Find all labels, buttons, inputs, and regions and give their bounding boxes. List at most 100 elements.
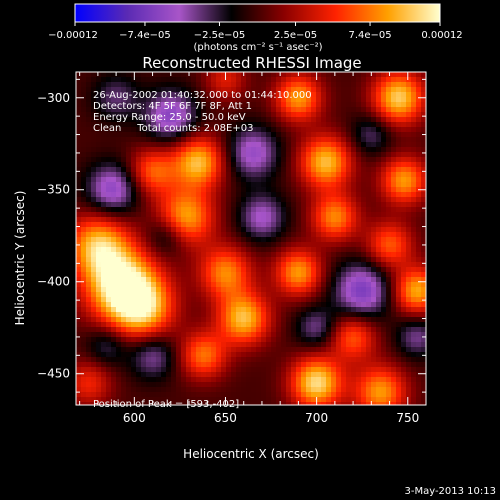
heatmap-cell — [116, 387, 122, 393]
heatmap-cell — [201, 372, 207, 378]
heatmap-cell — [301, 372, 307, 378]
heatmap-cell — [86, 237, 92, 243]
heatmap-cell — [286, 192, 292, 198]
heatmap-cell — [136, 232, 142, 238]
heatmap-cell — [156, 317, 162, 323]
heatmap-cell — [236, 197, 242, 203]
heatmap-cell — [181, 207, 187, 213]
heatmap-cell — [86, 147, 92, 153]
plot-area: 600 650 700 750−300−350−400−450 — [37, 71, 427, 425]
timestamp-footer: 3-May-2013 10:13 — [404, 486, 496, 497]
heatmap-cell — [116, 342, 122, 348]
heatmap-cell — [386, 317, 392, 323]
heatmap-cell — [391, 137, 397, 143]
heatmap-cell — [316, 127, 322, 133]
heatmap-cell — [151, 227, 157, 233]
heatmap-cell — [321, 277, 327, 283]
heatmap-cell — [86, 387, 92, 393]
heatmap-cell — [86, 152, 92, 158]
heatmap-cell — [266, 147, 272, 153]
heatmap-cell — [146, 217, 152, 223]
heatmap-cell — [401, 112, 407, 118]
heatmap-cell — [266, 317, 272, 323]
heatmap-cell — [291, 337, 297, 343]
heatmap-cell — [186, 137, 192, 143]
heatmap-cell — [336, 177, 342, 183]
heatmap-cell — [376, 252, 382, 258]
heatmap-cell — [96, 167, 102, 173]
heatmap-cell — [306, 217, 312, 223]
heatmap-cell — [366, 362, 372, 368]
heatmap-cell — [141, 337, 147, 343]
heatmap-cell — [246, 277, 252, 283]
heatmap-cell — [211, 107, 217, 113]
heatmap-cell — [401, 267, 407, 273]
heatmap-cell — [151, 72, 157, 78]
heatmap-cell — [241, 177, 247, 183]
heatmap-cell — [176, 102, 182, 108]
heatmap-cell — [306, 362, 312, 368]
heatmap-cell — [96, 357, 102, 363]
heatmap-cell — [271, 402, 277, 405]
heatmap-cell — [166, 177, 172, 183]
heatmap-cell — [346, 342, 352, 348]
heatmap-cell — [111, 112, 117, 118]
heatmap-cell — [76, 352, 82, 358]
heatmap-cell — [281, 132, 287, 138]
heatmap-cell — [321, 177, 327, 183]
heatmap-cell — [226, 267, 232, 273]
heatmap-cell — [276, 157, 282, 163]
heatmap-cell — [201, 182, 207, 188]
heatmap-cell — [86, 127, 92, 133]
heatmap-cell — [346, 252, 352, 258]
heatmap-cell — [301, 157, 307, 163]
heatmap-cell — [306, 342, 312, 348]
heatmap-cell — [411, 332, 417, 338]
heatmap-cell — [236, 147, 242, 153]
heatmap-cell — [256, 292, 262, 298]
heatmap-cell — [96, 312, 102, 318]
heatmap-cell — [196, 257, 202, 263]
heatmap-cell — [176, 217, 182, 223]
heatmap-cell — [371, 187, 377, 193]
heatmap-cell — [356, 87, 362, 93]
heatmap-cell — [236, 82, 242, 88]
heatmap-cell — [396, 302, 402, 308]
heatmap-cell — [126, 172, 132, 178]
heatmap-cell — [381, 317, 387, 323]
heatmap-cell — [76, 222, 82, 228]
colorbar-tick-label: 0.00012 — [421, 30, 462, 41]
heatmap-cell — [351, 117, 357, 123]
heatmap-cell — [96, 92, 102, 98]
heatmap-cell — [346, 377, 352, 383]
heatmap-cell — [146, 177, 152, 183]
heatmap-cell — [136, 172, 142, 178]
heatmap-cell — [91, 192, 97, 198]
heatmap-cell — [291, 102, 297, 108]
heatmap-cell — [186, 257, 192, 263]
heatmap-cell — [211, 192, 217, 198]
heatmap-cell — [226, 127, 232, 133]
heatmap-cell — [86, 332, 92, 338]
heatmap-cell — [86, 242, 92, 248]
heatmap-cell — [271, 142, 277, 148]
heatmap-cell — [106, 357, 112, 363]
heatmap-cell — [251, 332, 257, 338]
heatmap-cell — [421, 122, 426, 128]
heatmap-cell — [346, 142, 352, 148]
heatmap-cell — [266, 372, 272, 378]
heatmap-cell — [166, 272, 172, 278]
heatmap-cell — [216, 117, 222, 123]
heatmap-cell — [416, 197, 422, 203]
heatmap-cell — [416, 332, 422, 338]
heatmap-cell — [286, 112, 292, 118]
heatmap-cell — [86, 262, 92, 268]
heatmap-cell — [361, 377, 367, 383]
heatmap-cell — [166, 137, 172, 143]
heatmap-cell — [186, 327, 192, 333]
heatmap-cell — [221, 232, 227, 238]
heatmap-cell — [406, 117, 412, 123]
heatmap-cell — [76, 112, 82, 118]
heatmap-cell — [126, 267, 132, 273]
heatmap-cell — [96, 387, 102, 393]
